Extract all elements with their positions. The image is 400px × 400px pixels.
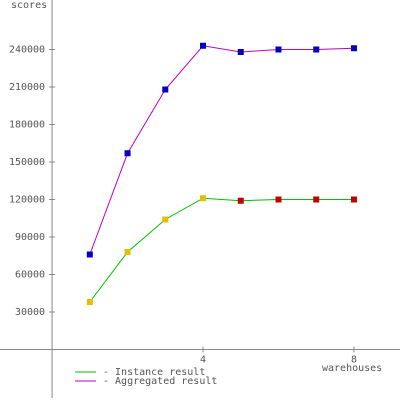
data-point [275, 46, 282, 53]
data-point [86, 299, 93, 305]
legend-label: - Aggregated result [103, 376, 217, 387]
y-tick-label: 90000 [15, 232, 45, 243]
x-tick-label: 4 [200, 355, 206, 366]
data-point [275, 196, 282, 203]
series-line [89, 197, 354, 303]
data-point [86, 251, 93, 258]
y-tick-label: 240000 [9, 45, 45, 56]
data-point [313, 196, 320, 203]
data-point [200, 42, 207, 49]
data-point [200, 195, 207, 202]
data-point [162, 216, 169, 223]
legend-label: - Instance result [103, 367, 205, 378]
y-tick-label: 30000 [15, 307, 45, 318]
x-axis-label: warehouses [322, 363, 382, 374]
data-point [350, 196, 357, 203]
y-tick-label: 210000 [9, 82, 45, 93]
y-tick-label: 180000 [9, 120, 45, 131]
y-tick-label: 60000 [15, 270, 45, 281]
y-tick-label: 150000 [9, 157, 45, 168]
data-point [313, 46, 320, 53]
data-point [350, 45, 357, 52]
x-tick-label: 8 [351, 355, 357, 366]
data-point [162, 86, 169, 93]
data-point [237, 49, 244, 55]
data-point [237, 197, 244, 204]
data-point [124, 249, 131, 255]
data-point [124, 150, 131, 157]
y-tick-label: 120000 [9, 195, 45, 206]
series-line [89, 45, 354, 255]
y-axis-label: scores [11, 0, 47, 11]
